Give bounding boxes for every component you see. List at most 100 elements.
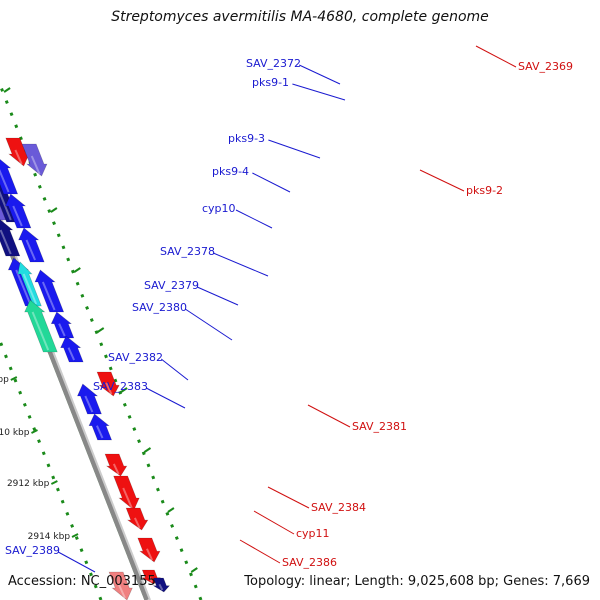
minor-tick — [97, 327, 105, 333]
gene-label-sav-2382[interactable]: SAV_2382 — [108, 351, 163, 364]
gene-pks9-2-red — [5, 137, 30, 167]
gene-label-sav-2384[interactable]: SAV_2384 — [311, 501, 366, 514]
gene-pks9-4b — [4, 193, 32, 229]
gene-cyp10 — [0, 219, 21, 257]
gene-sav-2380c — [60, 335, 84, 363]
gene-navy-bottom — [152, 577, 171, 593]
minor-tick — [190, 567, 198, 573]
gene-features-layer — [0, 137, 171, 600]
tick-mark — [31, 429, 38, 434]
tick-mark — [50, 480, 58, 485]
genome-backbone — [0, 216, 150, 600]
gene-labels-layer: SAV_2372 pks9-1 pks9-3 pks9-4 cyp10 SAV_2378 S… — [5, 45, 573, 573]
tick-mark — [71, 533, 79, 538]
gene-pks9-2-sheen — [30, 155, 41, 175]
leader-line — [196, 286, 239, 306]
gene-pks9-2 — [21, 143, 48, 177]
gene-cyp11 — [125, 507, 149, 531]
leader-line — [292, 83, 346, 101]
gene-sav-2380c-sheen — [67, 347, 75, 361]
gene-sav-2384-a-sheen — [112, 463, 120, 475]
gene-sav-2379-sheen — [41, 281, 56, 311]
minor-tick — [167, 507, 175, 513]
leader-line — [252, 172, 291, 193]
leader-line — [419, 169, 465, 192]
map-title: Streptomyces avermitilis MA-4680, comple… — [111, 9, 489, 25]
gene-label-sav-2389[interactable]: SAV_2389 — [5, 544, 60, 557]
minor-tick — [50, 207, 58, 213]
gene-cyp10b-sheen — [25, 239, 36, 261]
leader-line — [184, 308, 233, 341]
gene-label-cyp10[interactable]: cyp10 — [202, 202, 236, 215]
gene-cyp10b — [18, 227, 45, 263]
gene-sav-2389-sheen — [117, 583, 126, 599]
gene-navy-bottom-sheen — [158, 583, 164, 591]
tick-label: 2910 kbp — [0, 428, 30, 438]
genome-backbone-layer — [0, 80, 203, 600]
gene-label-sav-2381[interactable]: SAV_2381 — [352, 420, 407, 433]
minor-tick — [3, 87, 11, 93]
gene-pks9-3b-sheen — [0, 190, 12, 221]
leader-line — [213, 252, 269, 277]
gene-sav-2384-sheen — [122, 487, 133, 509]
gene-sav-2382-sheen — [84, 395, 94, 413]
tick-label: 2914 kbp — [28, 532, 71, 542]
leader-line — [268, 139, 321, 159]
backbone-inner-line — [0, 221, 148, 600]
gene-sav-2380b — [50, 311, 75, 339]
gene-label-sav-2386[interactable]: SAV_2386 — [282, 556, 337, 569]
gene-label-pks9-1[interactable]: pks9-1 — [252, 76, 289, 89]
gene-sav-2379 — [34, 269, 65, 313]
gene-label-pks9-4[interactable]: pks9-4 — [212, 165, 249, 178]
gene-sav-2378-cyan — [17, 261, 42, 307]
gene-sav-2380-sheen — [31, 311, 50, 351]
leader-line — [235, 209, 273, 229]
gene-label-pks9-2[interactable]: pks9-2 — [466, 184, 503, 197]
gene-label-sav-2369[interactable]: SAV_2369 — [518, 60, 573, 73]
leader-line — [239, 539, 281, 564]
gene-red-bottom-sheen — [148, 575, 153, 583]
gene-cyp11-sheen — [133, 517, 141, 529]
leader-line — [145, 387, 186, 409]
tick-label: 2912 kbp — [7, 479, 50, 489]
tick-label: 2908 kbp — [0, 375, 9, 385]
gene-sav-2383 — [88, 413, 113, 441]
leader-line — [160, 358, 189, 381]
minor-tick — [73, 267, 81, 273]
gene-cyp10-sheen — [0, 229, 12, 255]
tick-mark — [10, 376, 18, 381]
gene-pks9-2-red-sheen — [14, 149, 23, 165]
tick-labels-layer: 2896 kbp2898 kbp2900 kbp2902 kbp2904 kbp… — [0, 375, 79, 542]
gene-sav-2380b-sheen — [58, 323, 66, 337]
gene-label-cyp11[interactable]: cyp11 — [296, 527, 330, 540]
minor-tick — [143, 447, 152, 453]
gene-label-pks9-3[interactable]: pks9-3 — [228, 132, 265, 145]
gene-sav-2381-sheen — [105, 382, 113, 395]
gene-sav-2386-sheen — [146, 548, 153, 561]
gene-sav-2386 — [137, 537, 161, 563]
gene-sav-2378-sheen — [15, 269, 32, 305]
gene-sav-2380 — [24, 299, 58, 353]
leader-line — [57, 551, 96, 573]
topology-text: Topology: linear; Length: 9,025,608 bp; … — [244, 574, 590, 589]
gene-sav-2383-sheen — [96, 425, 104, 439]
gene-pks9-4 — [0, 159, 19, 195]
leader-line — [298, 64, 341, 85]
leader-line — [475, 45, 517, 68]
leader-line — [307, 404, 351, 428]
leader-line — [253, 510, 295, 535]
gene-label-sav-2378[interactable]: SAV_2378 — [160, 245, 215, 258]
gene-label-sav-2372[interactable]: SAV_2372 — [246, 57, 301, 70]
gene-sav-2382 — [76, 383, 102, 415]
gene-label-sav-2380[interactable]: SAV_2380 — [132, 301, 187, 314]
gene-label-sav-2383[interactable]: SAV_2383 — [93, 380, 148, 393]
leader-line — [267, 486, 310, 509]
gene-sav-2378-cyan-sheen — [22, 273, 38, 305]
gene-label-sav-2379[interactable]: SAV_2379 — [144, 279, 199, 292]
gene-sav-2384 — [113, 475, 140, 511]
gene-pks9-4-sheen — [0, 169, 10, 193]
accession-text: Accession: NC_003155 — [8, 574, 156, 589]
gene-sav-2389 — [108, 571, 133, 600]
gene-sav-2381 — [96, 371, 120, 397]
